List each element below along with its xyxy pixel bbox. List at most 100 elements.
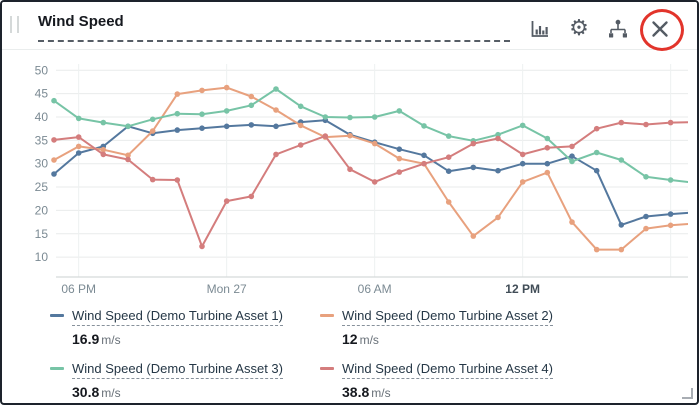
data-point-marker[interactable]	[75, 150, 82, 156]
data-point-marker[interactable]	[174, 127, 181, 133]
resize-handle[interactable]	[682, 388, 693, 399]
data-point-marker[interactable]	[445, 133, 452, 139]
data-point-marker[interactable]	[174, 110, 181, 117]
legend-label[interactable]: Wind Speed (Demo Turbine Asset 2)	[342, 308, 553, 326]
data-point-marker[interactable]	[174, 177, 181, 183]
data-point-marker[interactable]	[421, 123, 427, 129]
data-point-marker[interactable]	[519, 151, 526, 158]
legend-label[interactable]: Wind Speed (Demo Turbine Asset 3)	[72, 361, 283, 379]
data-point-marker[interactable]	[593, 167, 600, 174]
close-icon[interactable]	[648, 17, 672, 41]
data-point-marker[interactable]	[544, 135, 551, 142]
data-point-marker[interactable]	[223, 84, 230, 91]
data-point-marker[interactable]	[248, 122, 255, 128]
data-point-marker[interactable]	[273, 107, 279, 113]
data-point-marker[interactable]	[100, 146, 107, 153]
data-point-marker[interactable]	[569, 153, 575, 159]
data-point-marker[interactable]	[75, 134, 82, 140]
data-point-marker[interactable]	[544, 145, 551, 151]
data-point-marker[interactable]	[100, 151, 107, 158]
data-point-marker[interactable]	[396, 146, 403, 152]
legend-label[interactable]: Wind Speed (Demo Turbine Asset 4)	[342, 361, 553, 379]
data-point-marker[interactable]	[643, 225, 649, 232]
data-point-marker[interactable]	[667, 222, 674, 229]
data-point-marker[interactable]	[75, 143, 82, 150]
data-point-marker[interactable]	[248, 193, 255, 200]
data-point-marker[interactable]	[470, 233, 477, 239]
data-point-marker[interactable]	[297, 103, 304, 110]
asset-hierarchy-icon[interactable]	[606, 17, 630, 41]
data-point-marker[interactable]	[149, 128, 156, 134]
data-point-marker[interactable]	[470, 164, 477, 171]
data-point-marker[interactable]	[421, 160, 427, 167]
wind-speed-line-chart[interactable]: 10 15 20 25 30 35 40 45 50 06 PM Mon 27 06 AM 12 PM	[2, 50, 699, 304]
data-point-marker[interactable]	[667, 177, 674, 183]
data-point-marker[interactable]	[445, 199, 452, 205]
data-point-marker[interactable]	[51, 171, 57, 177]
data-point-marker[interactable]	[248, 93, 255, 100]
data-point-marker[interactable]	[396, 169, 403, 175]
data-point-marker[interactable]	[223, 123, 230, 130]
data-point-marker[interactable]	[667, 119, 674, 126]
data-point-marker[interactable]	[618, 157, 625, 163]
data-point-marker[interactable]	[51, 137, 57, 143]
data-point-marker[interactable]	[569, 158, 575, 165]
data-point-marker[interactable]	[273, 86, 279, 92]
data-point-marker[interactable]	[470, 140, 477, 147]
data-point-marker[interactable]	[75, 115, 82, 122]
data-point-marker[interactable]	[174, 91, 181, 97]
data-point-marker[interactable]	[396, 108, 403, 114]
data-point-marker[interactable]	[693, 210, 699, 216]
data-point-marker[interactable]	[371, 140, 378, 147]
data-point-marker[interactable]	[100, 119, 107, 126]
data-point-marker[interactable]	[347, 166, 353, 173]
data-point-marker[interactable]	[667, 211, 674, 217]
data-point-marker[interactable]	[223, 198, 230, 204]
data-point-marker[interactable]	[519, 179, 526, 185]
data-point-marker[interactable]	[273, 151, 279, 158]
data-point-marker[interactable]	[149, 116, 156, 123]
data-point-marker[interactable]	[199, 243, 205, 250]
data-point-marker[interactable]	[569, 219, 575, 225]
data-point-marker[interactable]	[297, 142, 304, 148]
data-point-marker[interactable]	[199, 125, 205, 131]
drag-handle-icon[interactable]	[10, 16, 19, 33]
data-point-marker[interactable]	[643, 213, 649, 220]
data-point-marker[interactable]	[495, 214, 501, 221]
data-point-marker[interactable]	[322, 114, 329, 120]
data-point-marker[interactable]	[396, 155, 403, 162]
data-point-marker[interactable]	[593, 246, 600, 253]
data-point-marker[interactable]	[643, 174, 649, 180]
data-point-marker[interactable]	[544, 169, 551, 176]
data-point-marker[interactable]	[693, 119, 699, 125]
settings-gear-icon[interactable]: ⚙	[567, 17, 591, 41]
data-point-marker[interactable]	[693, 180, 699, 186]
data-point-marker[interactable]	[273, 123, 279, 130]
data-point-marker[interactable]	[297, 122, 304, 129]
data-point-marker[interactable]	[569, 143, 575, 150]
data-point-marker[interactable]	[593, 149, 600, 156]
data-point-marker[interactable]	[347, 114, 353, 121]
data-point-marker[interactable]	[421, 152, 427, 159]
data-point-marker[interactable]	[125, 152, 131, 159]
data-point-marker[interactable]	[693, 221, 699, 227]
bar-chart-icon[interactable]	[528, 17, 552, 41]
data-point-marker[interactable]	[347, 132, 353, 139]
data-point-marker[interactable]	[445, 168, 452, 174]
data-point-marker[interactable]	[199, 87, 205, 94]
data-point-marker[interactable]	[125, 123, 131, 130]
data-point-marker[interactable]	[643, 121, 649, 128]
data-point-marker[interactable]	[149, 176, 156, 183]
data-point-marker[interactable]	[593, 125, 600, 132]
data-point-marker[interactable]	[371, 179, 378, 185]
data-point-marker[interactable]	[223, 108, 230, 114]
data-point-marker[interactable]	[445, 154, 452, 160]
data-point-marker[interactable]	[51, 157, 57, 163]
data-point-marker[interactable]	[199, 111, 205, 117]
data-point-marker[interactable]	[495, 167, 501, 174]
data-point-marker[interactable]	[519, 160, 526, 167]
data-point-marker[interactable]	[544, 160, 551, 167]
data-point-marker[interactable]	[248, 102, 255, 109]
data-point-marker[interactable]	[495, 135, 501, 142]
data-point-marker[interactable]	[371, 114, 378, 120]
